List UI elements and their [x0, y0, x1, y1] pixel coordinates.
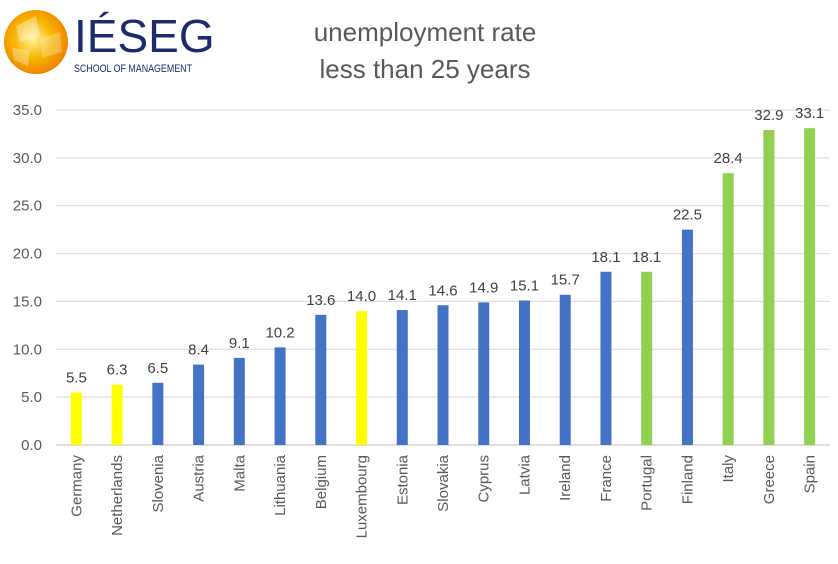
bar-latvia — [518, 300, 530, 445]
bar-austria — [193, 364, 205, 445]
x-tick-label: Latvia — [516, 454, 533, 495]
value-labels: 5.5 6.3 6.5 8.4 9.1 10.2 13.6 14.0 14.1 14.6 14.9 1… — [66, 105, 824, 386]
data-label: 28.4 — [714, 150, 743, 167]
x-tick-label: Austria — [191, 454, 208, 501]
bar-lithuania — [274, 347, 286, 445]
x-tick-label: Malta — [231, 454, 248, 491]
x-tick-label: Belgium — [313, 455, 330, 509]
x-tick-label: France — [598, 455, 615, 502]
x-tick-label: Ireland — [557, 455, 574, 501]
data-label: 32.9 — [754, 107, 783, 124]
x-tick-label: Greece — [761, 455, 778, 504]
x-tick-label: Luxembourg — [354, 455, 371, 538]
bar-italy — [722, 173, 734, 445]
bar-france — [600, 271, 612, 445]
logo-emblem: IÉSEG SCHOOL OF MANAGEMENT — [4, 10, 215, 75]
y-tick-label: 25.0 — [13, 198, 42, 215]
bar-finland — [681, 229, 693, 445]
x-tick-label: Italy — [720, 455, 737, 483]
chart-title-block: unemployment rate less than 25 years — [255, 14, 595, 88]
chart-subtitle: less than 25 years — [319, 54, 531, 84]
bar-belgium — [315, 314, 327, 445]
data-label: 13.6 — [306, 292, 335, 309]
bar-luxembourg — [356, 311, 368, 445]
data-label: 18.1 — [632, 249, 661, 266]
x-tick-label: Finland — [679, 455, 696, 504]
x-tick-label: Slovakia — [435, 454, 452, 511]
bar-ireland — [559, 294, 571, 445]
x-tick-label: Germany — [68, 455, 85, 517]
bar-slovenia — [152, 382, 164, 445]
y-axis: 0.0 5.0 10.0 15.0 20.0 25.0 30.0 35.0 — [13, 102, 42, 454]
data-label: 5.5 — [66, 369, 87, 386]
y-tick-label: 5.0 — [21, 389, 42, 406]
x-tick-label: Spain — [802, 455, 819, 493]
y-tick-label: 0.0 — [21, 437, 42, 454]
ieseg-logo: IÉSEG SCHOOL OF MANAGEMENT — [2, 2, 215, 82]
data-label: 18.1 — [591, 249, 620, 266]
data-label: 15.7 — [551, 272, 580, 289]
data-label: 6.3 — [107, 362, 128, 379]
data-label: 22.5 — [673, 207, 702, 224]
y-tick-label: 15.0 — [13, 293, 42, 310]
data-label: 14.1 — [388, 287, 417, 304]
bar-germany — [70, 392, 82, 445]
bar-spain — [804, 128, 816, 445]
bar-malta — [233, 357, 245, 445]
data-label: 33.1 — [795, 105, 824, 122]
bar-portugal — [641, 271, 653, 445]
y-tick-label: 30.0 — [13, 150, 42, 167]
data-label: 14.0 — [347, 288, 376, 305]
y-tick-label: 10.0 — [13, 341, 42, 358]
data-label: 6.5 — [147, 360, 168, 377]
x-tick-label: Cyprus — [476, 455, 493, 503]
x-tick-label: Netherlands — [109, 455, 126, 536]
chart-title: unemployment rate — [313, 17, 537, 47]
bar-netherlands — [111, 384, 123, 445]
data-label: 10.2 — [265, 324, 294, 341]
x-tick-label: Estonia — [394, 454, 411, 505]
x-tick-label: Slovenia — [150, 454, 167, 512]
bars — [70, 128, 816, 445]
y-tick-label: 35.0 — [13, 102, 42, 119]
y-tick-label: 20.0 — [13, 246, 42, 263]
logo-brand: IÉSEG — [74, 10, 212, 62]
x-tick-label: Portugal — [639, 455, 656, 511]
data-label: 14.9 — [469, 279, 498, 296]
bar-greece — [763, 130, 775, 445]
logo-subtitle: SCHOOL OF MANAGEMENT — [74, 63, 192, 75]
data-label: 15.1 — [510, 277, 539, 294]
bar-slovakia — [437, 305, 449, 445]
bar-cyprus — [478, 302, 490, 445]
data-label: 14.6 — [428, 282, 457, 299]
data-label: 8.4 — [188, 342, 209, 359]
x-tick-label: Lithuania — [272, 454, 289, 516]
x-axis: Germany Netherlands Slovenia Austria Malta Li… — [68, 454, 818, 538]
data-label: 9.1 — [229, 335, 250, 352]
bar-estonia — [396, 310, 408, 445]
